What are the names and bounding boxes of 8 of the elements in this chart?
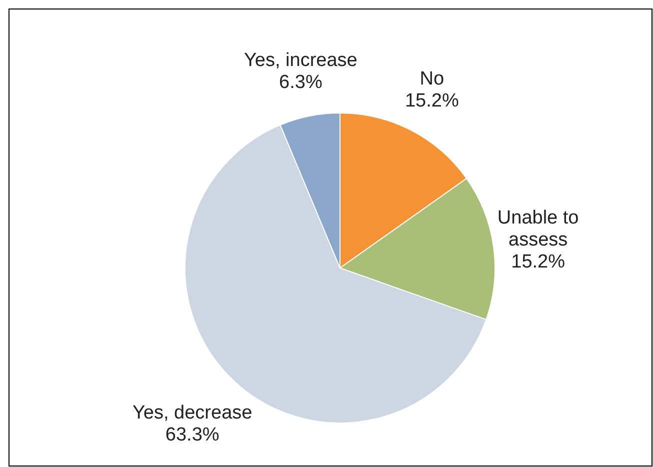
slice-label: Unable to assess bbox=[497, 207, 579, 250]
slice-label: Yes, increase bbox=[244, 50, 358, 71]
data-label: 15.2% bbox=[404, 90, 459, 112]
slice-label: Yes, decrease bbox=[132, 402, 252, 424]
data-label: 63.3% bbox=[165, 424, 220, 446]
slice-label: No bbox=[420, 68, 444, 90]
data-label: 15.2% bbox=[511, 251, 566, 272]
data-label: 6.3% bbox=[279, 72, 322, 93]
